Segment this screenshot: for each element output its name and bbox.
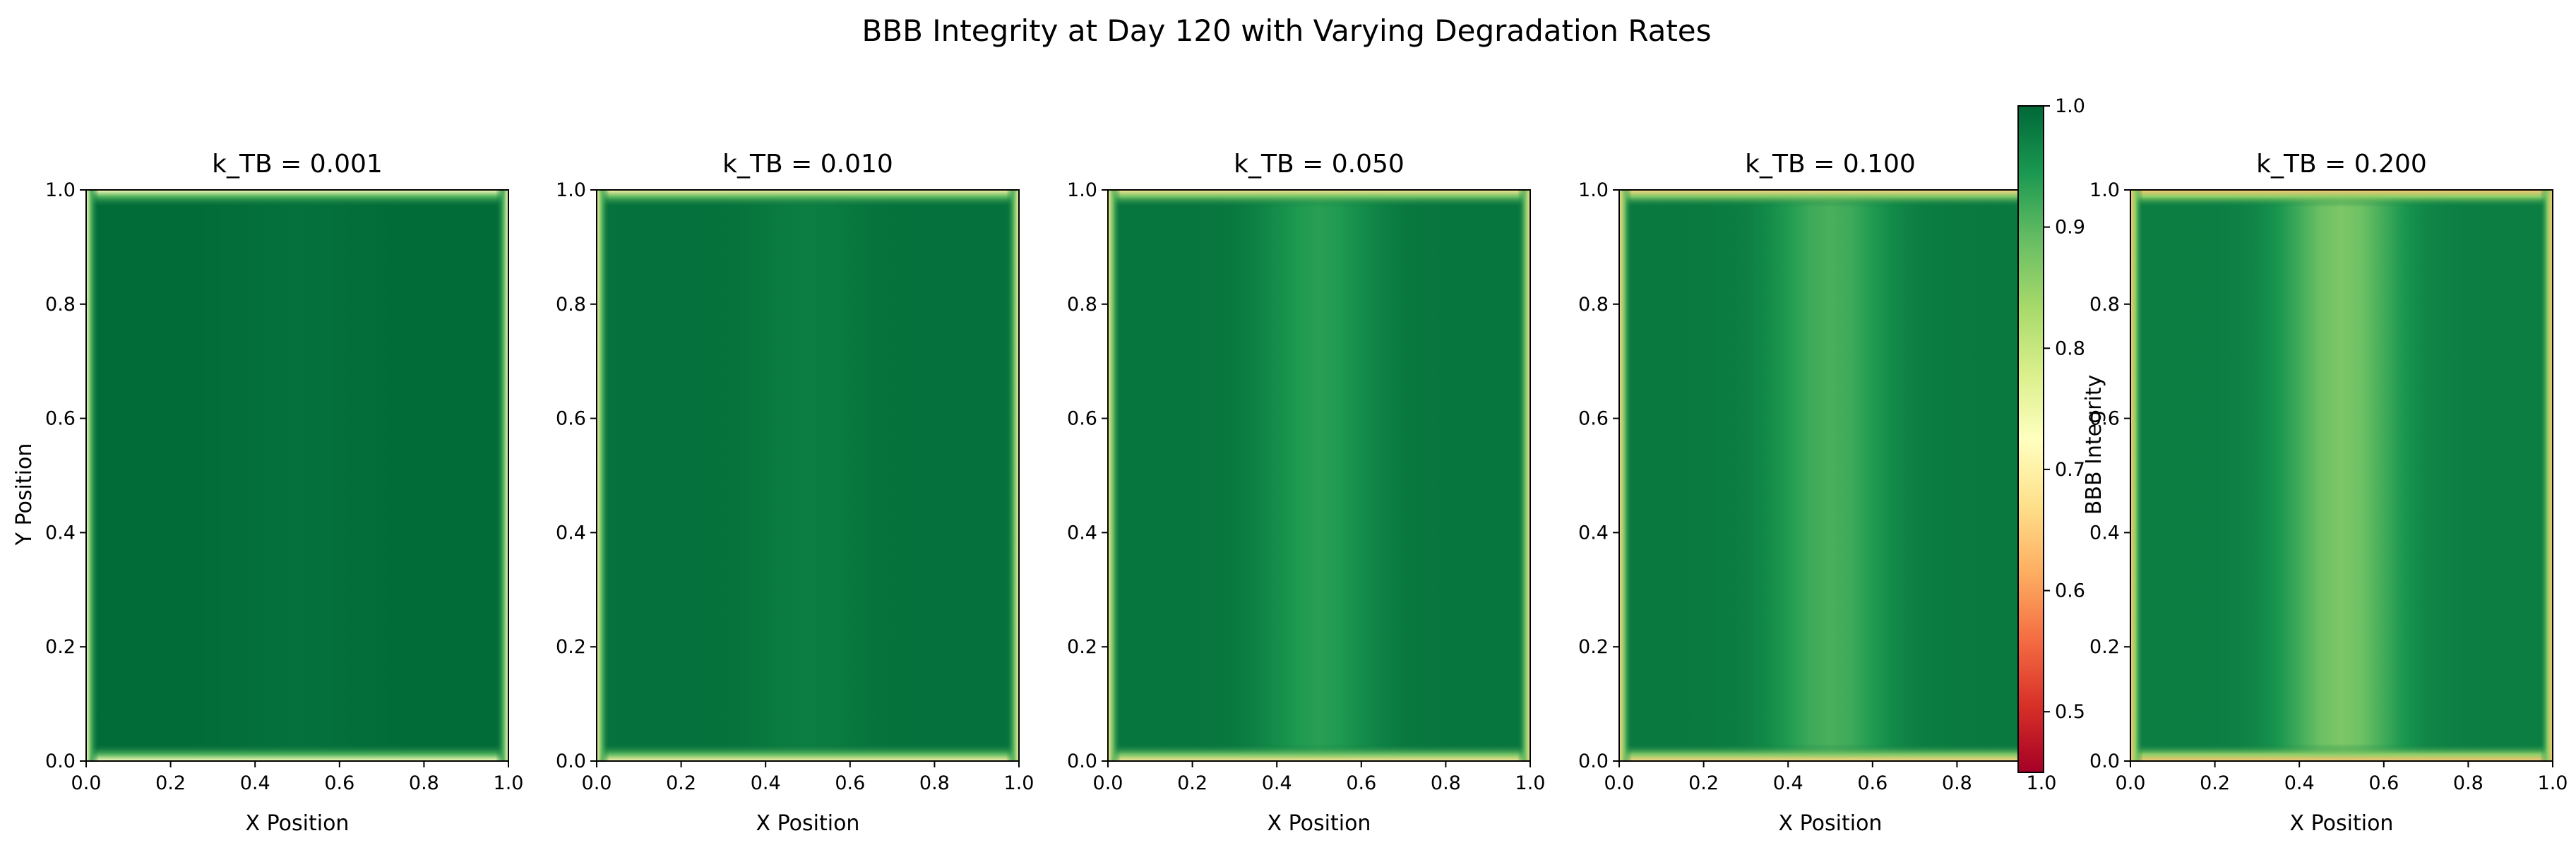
- x-tick-label: 0.0: [2116, 772, 2146, 794]
- x-tick-label: 1.0: [2538, 772, 2568, 794]
- x-axis-label: X Position: [2290, 811, 2394, 836]
- x-tick-label: 0.8: [1431, 772, 1461, 794]
- y-tick-label: 0.4: [2089, 522, 2120, 544]
- panel-2: k_TB = 0.010 0.0 0.2 0.4 0.6 0.8 1.0 0.0 0.2 0.4 0…: [556, 150, 1034, 836]
- y-tick-label: 0.8: [1578, 294, 1609, 316]
- x-tick-label: 0.2: [1688, 772, 1719, 794]
- y-tick-label: 1.0: [2089, 179, 2120, 201]
- y-tick-label: 0.2: [1578, 636, 1609, 658]
- axes-frame: [596, 189, 1020, 762]
- y-tick-label: 0.0: [2089, 750, 2120, 772]
- panel-5: k_TB = 0.200 0.0 0.2 0.4 0.6 0.8 1.0 0.0 0.2 0.4 0…: [2089, 150, 2568, 836]
- panel-title: k_TB = 0.001: [212, 150, 383, 179]
- colorbar-tick-label: 0.9: [2055, 217, 2085, 239]
- x-tick-label: 0.4: [1262, 772, 1292, 794]
- y-tick-label: 0.2: [45, 636, 76, 658]
- x-tick-label: 0.6: [1857, 772, 1888, 794]
- y-tick-label: 0.8: [556, 294, 586, 316]
- x-tick-label: 1.0: [1515, 772, 1546, 794]
- y-tick-label: 0.6: [45, 408, 76, 430]
- y-tick-label: 0.6: [1578, 408, 1609, 430]
- panel-title: k_TB = 0.200: [2256, 150, 2427, 179]
- x-tick-label: 0.6: [2368, 772, 2399, 794]
- panel-1: k_TB = 0.001 0.0 0.2 0.4 0.6 0.8 1.0 0.0 0.2 0.4 0…: [45, 150, 523, 836]
- x-tick-label: 1.0: [1004, 772, 1034, 794]
- x-tick-label: 0.6: [835, 772, 865, 794]
- x-tick-label: 0.4: [240, 772, 270, 794]
- y-tick-label: 0.0: [556, 750, 586, 772]
- x-tick-label: 1.0: [494, 772, 524, 794]
- heatmap-edge-lr: [1619, 190, 2041, 761]
- heatmap-panels: k_TB = 0.001 0.0 0.2 0.4 0.6 0.8 1.0 0.0 0.2 0.4 0…: [45, 150, 2568, 836]
- y-tick-label: 1.0: [45, 179, 76, 201]
- y-tick-label: 1.0: [1067, 179, 1097, 201]
- panel-4: k_TB = 0.100 0.0 0.2 0.4 0.6 0.8 1.0 0.0 0.2 0.4 0…: [1578, 150, 2056, 836]
- y-tick-label: 0.8: [45, 294, 76, 316]
- x-tick-label: 0.0: [1093, 772, 1123, 794]
- x-tick-label: 0.0: [582, 772, 612, 794]
- y-tick-label: 0.4: [1067, 522, 1097, 544]
- x-tick-label: 0.2: [155, 772, 186, 794]
- y-tick-label: 1.0: [1578, 179, 1609, 201]
- x-axis-label: X Position: [246, 811, 350, 836]
- axes-frame: [2130, 189, 2553, 762]
- x-tick-label: 0.2: [666, 772, 696, 794]
- x-tick-label: 0.6: [324, 772, 354, 794]
- y-axis-label: Y Position: [12, 443, 37, 546]
- colorbar-label: BBB Integrity: [2082, 375, 2106, 515]
- y-tick-label: 0.0: [1578, 750, 1609, 772]
- x-tick-label: 0.8: [409, 772, 439, 794]
- x-tick-label: 0.0: [1604, 772, 1635, 794]
- x-tick-label: 0.4: [1773, 772, 1803, 794]
- x-tick-label: 0.4: [751, 772, 781, 794]
- y-tick-label: 0.6: [1067, 408, 1097, 430]
- colorbar-scale: [2017, 105, 2044, 773]
- y-tick-label: 0.6: [2089, 408, 2120, 430]
- y-tick-label: 0.0: [1067, 750, 1097, 772]
- x-tick-label: 0.2: [1177, 772, 1208, 794]
- colorbar-tick-label: 0.8: [2055, 337, 2085, 359]
- colorbar: 0.5 0.6 0.7 0.8 0.9 1.0 BBB Integrity: [2017, 95, 2106, 773]
- x-tick-label: 1.0: [2027, 772, 2057, 794]
- panel-3: k_TB = 0.050 0.0 0.2 0.4 0.6 0.8 1.0 0.0 0.2 0.4 0…: [1067, 150, 1545, 836]
- x-tick-label: 0.8: [1942, 772, 1972, 794]
- heatmap-edge-lr: [1108, 190, 1530, 761]
- chart-title: BBB Integrity at Day 120 with Varying De…: [861, 13, 1711, 48]
- panel-title: k_TB = 0.050: [1234, 150, 1405, 179]
- y-tick-label: 0.2: [2089, 636, 2120, 658]
- y-tick-label: 0.4: [556, 522, 586, 544]
- x-tick-label: 0.0: [71, 772, 102, 794]
- heatmap-edge-lr: [86, 190, 508, 761]
- y-tick-label: 0.2: [1067, 636, 1097, 658]
- panel-title: k_TB = 0.010: [722, 150, 893, 179]
- y-tick-label: 0.0: [45, 750, 76, 772]
- y-tick-label: 0.6: [556, 408, 586, 430]
- x-tick-label: 0.6: [1346, 772, 1376, 794]
- y-tick-label: 1.0: [556, 179, 586, 201]
- y-tick-label: 0.4: [45, 522, 76, 544]
- colorbar-tick-label: 1.0: [2055, 95, 2085, 117]
- heatmap-edge-lr: [597, 190, 1019, 761]
- x-axis-label: X Position: [756, 811, 860, 836]
- y-tick-label: 0.2: [556, 636, 586, 658]
- y-tick-label: 0.8: [2089, 294, 2120, 316]
- x-tick-label: 0.4: [2284, 772, 2315, 794]
- axes-frame: [1107, 189, 1531, 762]
- y-tick-label: 0.8: [1067, 294, 1097, 316]
- x-tick-label: 0.8: [2453, 772, 2483, 794]
- x-tick-label: 0.8: [919, 772, 950, 794]
- axes-frame: [85, 189, 509, 762]
- x-axis-label: X Position: [1268, 811, 1371, 836]
- heatmap-edge-lr: [2130, 190, 2553, 761]
- panel-title: k_TB = 0.100: [1745, 150, 1916, 179]
- colorbar-tick-label: 0.6: [2055, 580, 2085, 602]
- colorbar-tick-label: 0.7: [2055, 459, 2085, 481]
- y-tick-label: 0.4: [1578, 522, 1609, 544]
- x-tick-label: 0.2: [2200, 772, 2230, 794]
- x-axis-label: X Position: [1779, 811, 1883, 836]
- colorbar-tick-label: 0.5: [2055, 701, 2085, 723]
